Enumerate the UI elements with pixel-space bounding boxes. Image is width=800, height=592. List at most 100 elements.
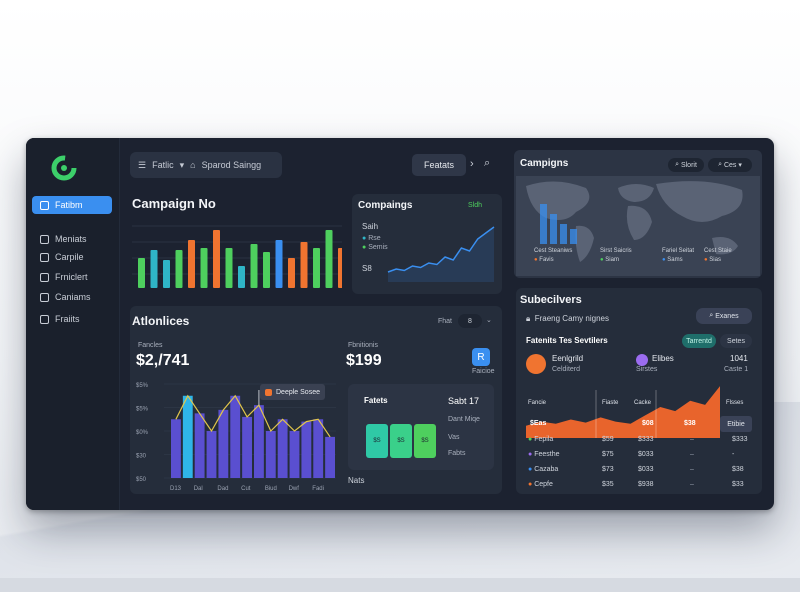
map-bar [540, 204, 547, 244]
map-landmass [575, 225, 594, 262]
lock-icon: 🔒︎ [526, 314, 531, 323]
table-cell: $938 [638, 481, 654, 488]
map-button-2[interactable]: ⌕ Ces ▾ [708, 158, 752, 172]
details-tile[interactable]: $S [390, 424, 412, 458]
metric-1-label: Fancles [138, 342, 163, 349]
x-tick-label: Fadi [312, 486, 324, 492]
subscribers-subtitle: 🔒︎ Fraeng Camy nignes [526, 314, 609, 323]
features-button[interactable]: Featats [412, 154, 466, 176]
campaign-bar [313, 248, 320, 288]
x-tick-label: Biud [265, 486, 277, 492]
compaings-series-line [387, 226, 495, 273]
campaign-bar [138, 258, 145, 288]
chevron-down-icon[interactable]: ⌄ [486, 317, 492, 324]
audiences-control[interactable]: 8 [458, 314, 482, 328]
table-cell: $75 [602, 451, 614, 458]
right-value-1: 1041 [730, 354, 748, 363]
subscribers-search-button[interactable]: ⌕ Exanes [696, 308, 752, 324]
map-location-name: Fariel Seitat [662, 248, 695, 254]
details-tile[interactable]: $S [414, 424, 436, 458]
audience-bar [277, 419, 288, 478]
campaign-bar [150, 250, 158, 288]
campaign-bar [200, 248, 208, 288]
client-icon [40, 272, 49, 282]
audience-bar [289, 431, 300, 478]
campaign-bar [338, 248, 342, 288]
table-cell: $033 [638, 451, 654, 458]
map-bar [550, 214, 557, 244]
sidebar-item-5[interactable]: Fraiits [32, 310, 112, 328]
sidebar-item-label: Fraiits [55, 314, 80, 324]
details-subtitle: Sabt 17 [448, 396, 480, 406]
metric-2-value: $199 [346, 352, 382, 369]
audience-bar [206, 431, 217, 478]
subscribers-action-button[interactable]: Etibie [720, 416, 752, 432]
audience-bar [230, 395, 241, 478]
chevron-right-icon[interactable]: › [470, 158, 474, 170]
chevron-down-icon[interactable]: ▾ [179, 159, 185, 170]
compaings-bottom-label: S8 [362, 264, 372, 273]
avatar [526, 354, 546, 374]
y-tick-label: $0% [136, 430, 149, 436]
sidebar-item-0[interactable]: Fatibm [32, 196, 112, 214]
row1-name: Eenlgrild [552, 354, 584, 363]
subscribers-chart-value: $38 [684, 420, 696, 427]
campaign-icon [40, 252, 49, 262]
details-row: Dant Miqe [448, 416, 480, 423]
map-location-sub: ● Siam [600, 257, 619, 263]
sidebar-item-3[interactable]: Frniclert [32, 268, 112, 286]
compaings-area [388, 227, 494, 282]
table-cell-divider: – [690, 451, 694, 458]
world-map [516, 176, 760, 276]
table-cell: $38 [732, 466, 744, 473]
campaign-bar [300, 242, 308, 288]
campaign-bar [163, 260, 170, 288]
map-title: Campigns [520, 158, 569, 169]
audience-trend-line [175, 394, 331, 438]
right-value-2: Caste 1 [724, 366, 749, 373]
compaings-line-chart [387, 226, 495, 282]
campaign-bar [325, 230, 333, 288]
reports-icon [40, 314, 49, 324]
compaings-title: Compaings [358, 200, 413, 211]
audiences-title: Atlonlices [132, 314, 190, 328]
table-cell-divider: – [690, 436, 694, 443]
compaings-panel [352, 194, 502, 294]
y-tick-label: $5% [136, 383, 149, 389]
menu-icon[interactable]: ☰ [138, 159, 147, 170]
details-row: Vas [448, 434, 460, 441]
campaign-bar [275, 240, 283, 288]
row2-name: Elibes [652, 354, 674, 363]
audiences-area-chart: $5% $5% $0% $30 $50 D13 Dal Dad Cut Biud Dwf Fadi [136, 383, 336, 492]
details-tile[interactable]: $S [366, 424, 388, 458]
map-location-sub: ● Sams [662, 257, 683, 263]
search-icon: ⌕ [675, 161, 679, 168]
details-title: Fatets [364, 396, 388, 405]
filter-pill-trending[interactable]: Tarrentd [682, 334, 716, 348]
audience-bar [313, 419, 324, 478]
audience-bar [265, 431, 276, 478]
subscribers-title: Subecilvers [520, 294, 582, 306]
home-icon: ⌂ [190, 160, 196, 170]
sidebar-item-2[interactable]: Carpile [32, 248, 112, 266]
breadcrumb: Sparod Saingg [201, 160, 262, 170]
compaings-sub: Saih [362, 222, 379, 231]
filter-pill-sets[interactable]: Setes [720, 334, 752, 348]
sidebar-item-4[interactable]: Caniams [32, 288, 112, 306]
x-tick-label: Cut [241, 486, 251, 492]
search-bar[interactable]: ☰ Fatlic ▾ ⌂ Sparod Saingg [130, 152, 282, 178]
map-location-name: Cest Staie [704, 248, 732, 254]
audience-bar [254, 405, 264, 478]
avatar [636, 354, 648, 366]
audiences-control-label: Fhat [438, 318, 453, 325]
map-landmass [626, 205, 652, 240]
sidebar: Fatibm Meniats Carpile Frniclert Caniams Frai… [26, 138, 120, 510]
campaign-bar [188, 240, 195, 288]
map-button-1[interactable]: ⌕ Slorit [668, 158, 704, 172]
campaign-title: Campaign No [132, 196, 216, 211]
search-icon[interactable]: ⌕ [484, 157, 491, 169]
report-icon[interactable]: R [472, 348, 490, 366]
audience-bar [301, 421, 312, 478]
table-row-name: ● Feesthe [528, 451, 560, 458]
sidebar-item-1[interactable]: Meniats [32, 230, 112, 248]
